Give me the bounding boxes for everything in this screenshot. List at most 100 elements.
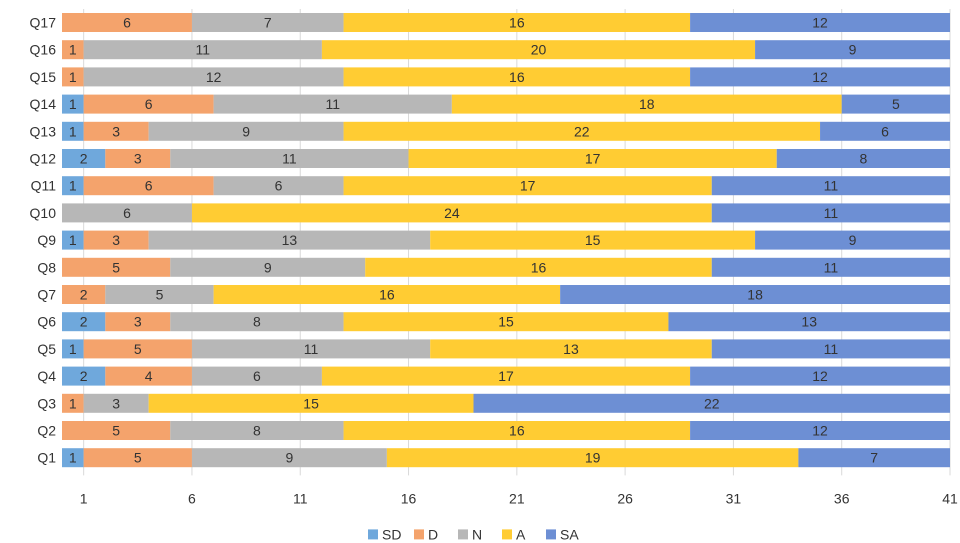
data-label-Q11-N: 6: [275, 178, 283, 194]
bar-Q14-N: [213, 94, 452, 114]
bar-Q13-SD: [62, 121, 84, 141]
bar-Q13-SA: [820, 121, 950, 141]
x-tick-label-21: 21: [509, 490, 525, 506]
bar-Q7-N: [105, 285, 214, 304]
data-label-Q6-SD: 2: [80, 314, 88, 330]
x-tick-label-11: 11: [293, 490, 308, 506]
data-label-Q4-D: 4: [145, 368, 153, 384]
data-label-Q9-N: 13: [282, 232, 298, 248]
category-label-Q5: Q5: [37, 341, 56, 357]
bar-Q2-D: [62, 421, 171, 440]
data-label-Q12-A: 17: [585, 151, 601, 167]
bar-Q9-SD: [62, 230, 84, 250]
data-label-Q7-N: 5: [156, 287, 164, 303]
bar-Q15-SA: [690, 67, 950, 87]
category-label-Q12: Q12: [30, 151, 57, 167]
data-label-Q6-D: 3: [134, 314, 142, 330]
bar-Q15-D: [62, 67, 84, 87]
bar-Q7-SA: [560, 285, 950, 304]
data-label-Q8-D: 5: [112, 259, 120, 275]
x-tick-label-16: 16: [401, 490, 417, 506]
data-label-Q1-A: 19: [585, 450, 601, 466]
bar-Q4-SA: [690, 366, 950, 386]
legend-swatch-A: [502, 529, 512, 540]
bar-Q15-A: [343, 67, 691, 87]
bar-Q10-SA: [711, 203, 950, 223]
bars: 1 5 9 19 75 8 16 121 3 15 222 4 6 17 121 5 11 13 112 3 8 15 13…: [62, 13, 950, 468]
category-label-Q16: Q16: [30, 42, 57, 58]
bar-Q6-N: [170, 312, 344, 332]
data-label-Q9-SA: 9: [849, 232, 857, 248]
bar-Q2-SA: [690, 421, 950, 440]
category-label-Q8: Q8: [37, 259, 56, 275]
bar-Q8-D: [62, 257, 171, 277]
data-label-Q17-N: 7: [264, 15, 272, 31]
bar-Q14-SA: [841, 94, 950, 114]
data-label-Q3-SA: 22: [704, 395, 720, 411]
data-label-Q17-A: 16: [509, 15, 525, 31]
bar-Q13-N: [148, 121, 344, 141]
data-label-Q13-A: 22: [574, 123, 590, 139]
data-label-Q12-SA: 8: [859, 151, 867, 167]
data-label-Q13-D: 3: [112, 123, 120, 139]
bar-Q8-SA: [711, 257, 950, 277]
data-label-Q13-SD: 1: [69, 123, 77, 139]
data-label-Q13-N: 9: [242, 123, 250, 139]
bar-Q14-SD: [62, 94, 84, 114]
x-tick-label-31: 31: [726, 490, 742, 506]
data-label-Q9-SD: 1: [69, 232, 77, 248]
data-label-Q3-D: 1: [69, 395, 77, 411]
category-label-Q3: Q3: [37, 395, 56, 411]
bar-Q13-A: [343, 121, 821, 141]
category-label-Q13: Q13: [30, 123, 57, 139]
bar-Q4-SD: [62, 366, 106, 386]
legend-swatch-N: [458, 529, 468, 540]
data-label-Q1-SD: 1: [69, 450, 77, 466]
bar-Q12-SA: [776, 149, 950, 168]
data-label-Q7-A: 16: [379, 287, 395, 303]
bar-Q4-D: [105, 366, 192, 386]
bar-Q1-D: [83, 448, 192, 468]
bar-Q9-SA: [755, 230, 950, 250]
bar-Q12-N: [170, 149, 409, 168]
bar-Q4-N: [191, 366, 322, 386]
bar-Q16-D: [62, 40, 84, 60]
category-label-Q6: Q6: [37, 314, 56, 330]
bar-Q12-A: [408, 149, 777, 168]
bar-Q4-A: [321, 366, 691, 386]
data-label-Q9-A: 15: [585, 232, 601, 248]
bar-Q6-D: [105, 312, 171, 332]
bar-Q2-A: [343, 421, 691, 440]
data-label-Q2-A: 16: [509, 423, 525, 439]
data-label-Q1-N: 9: [286, 450, 294, 466]
data-label-Q3-A: 15: [303, 395, 319, 411]
bar-Q8-A: [365, 257, 712, 277]
bar-Q11-N: [213, 176, 344, 196]
bar-Q17-N: [191, 13, 344, 32]
legend-label-SD: SD: [382, 526, 401, 542]
data-label-Q5-D: 5: [134, 341, 142, 357]
data-label-Q16-D: 1: [69, 42, 77, 58]
data-label-Q8-SA: 11: [824, 259, 839, 275]
x-tick-label-1: 1: [80, 490, 88, 506]
bar-Q11-A: [343, 176, 712, 196]
bar-Q11-D: [83, 176, 214, 196]
data-label-Q16-A: 20: [531, 42, 547, 58]
data-label-Q5-SA: 11: [824, 341, 839, 357]
category-label-Q4: Q4: [37, 368, 56, 384]
data-label-Q8-N: 9: [264, 259, 272, 275]
bar-Q12-SD: [62, 149, 106, 168]
bar-Q17-D: [62, 13, 192, 32]
bar-Q17-SA: [690, 13, 950, 32]
data-label-Q16-SA: 9: [849, 42, 857, 58]
bar-Q2-N: [170, 421, 344, 440]
bar-Q3-N: [83, 393, 149, 413]
data-label-Q14-D: 6: [145, 96, 153, 112]
bar-Q5-N: [191, 339, 431, 359]
bar-Q16-A: [321, 40, 756, 60]
bar-Q6-SD: [62, 312, 106, 332]
data-label-Q16-N: 11: [196, 42, 211, 58]
data-label-Q14-SA: 5: [892, 96, 900, 112]
bar-Q14-D: [83, 94, 214, 114]
